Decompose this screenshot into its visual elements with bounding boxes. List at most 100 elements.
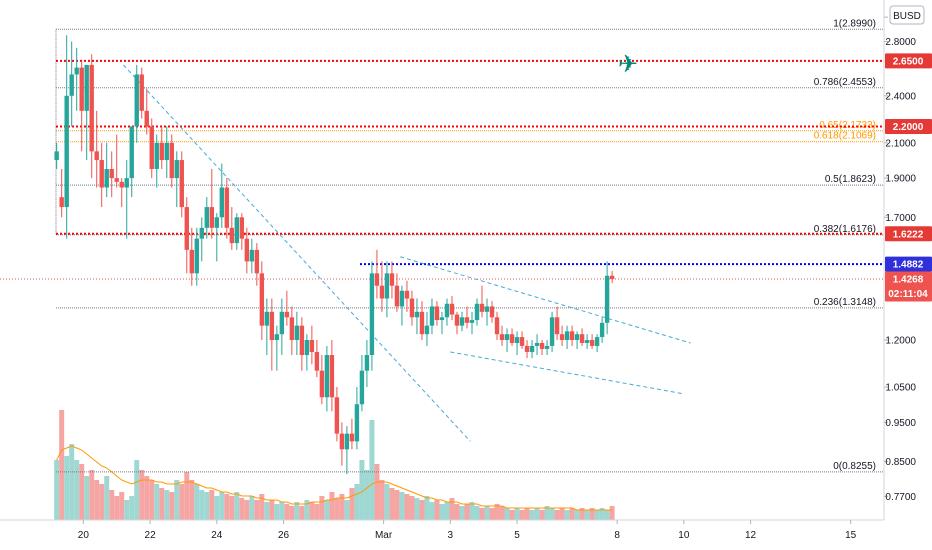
candle-body xyxy=(274,334,280,341)
candle-body xyxy=(319,370,325,398)
volume-bar xyxy=(299,506,305,520)
candle xyxy=(209,168,214,239)
volume-bar xyxy=(294,502,300,520)
volume-bar xyxy=(454,504,460,520)
candle-body xyxy=(484,306,490,312)
volume-bar xyxy=(389,488,395,520)
volume-bar xyxy=(229,496,235,520)
candle xyxy=(214,213,219,262)
x-tick-label: 26 xyxy=(278,530,290,541)
candle-body xyxy=(229,227,235,244)
candle-body xyxy=(264,311,270,326)
candle-body xyxy=(449,303,455,315)
time-axis[interactable]: 20 22 24 26 Mar 3 5 8 10 12 15 xyxy=(78,520,857,541)
trend-lines-layer[interactable] xyxy=(123,64,691,442)
volume-bar xyxy=(184,472,190,520)
candle xyxy=(204,197,209,239)
candle-body xyxy=(124,178,129,188)
candle-body xyxy=(194,238,199,274)
candle xyxy=(359,355,365,412)
trend-line[interactable] xyxy=(400,256,691,344)
candle xyxy=(199,217,204,262)
horizontal-lines-layer[interactable] xyxy=(0,59,884,280)
candle xyxy=(339,422,345,466)
candle xyxy=(379,261,385,312)
volume-bar xyxy=(449,498,455,520)
candle-body xyxy=(269,311,275,341)
price-axis[interactable]: 32.80002.40002.10001.90001.70001.20001.0… xyxy=(884,13,916,503)
candle-body xyxy=(89,64,94,152)
candle xyxy=(259,261,265,341)
volume-bar xyxy=(409,496,415,520)
candle xyxy=(439,311,445,335)
candle-body xyxy=(469,320,475,323)
volume-bar xyxy=(504,508,510,520)
volume-bar xyxy=(234,492,240,520)
candle xyxy=(59,168,64,218)
candle-body xyxy=(134,74,139,127)
candle-body xyxy=(179,160,184,208)
volume-bar xyxy=(369,420,375,520)
candle xyxy=(219,163,225,228)
candle xyxy=(594,334,600,352)
candle xyxy=(409,290,415,326)
candle-body xyxy=(139,74,144,111)
trend-line[interactable] xyxy=(450,351,684,395)
candle xyxy=(569,325,575,346)
volume-bar xyxy=(519,510,525,520)
candle-body xyxy=(539,342,545,349)
volume-bar xyxy=(169,492,175,520)
candle xyxy=(394,273,400,312)
volume-bar xyxy=(284,504,290,520)
candle-body xyxy=(214,217,219,228)
candle-body xyxy=(404,290,410,299)
volume-bar xyxy=(339,494,345,520)
candle xyxy=(274,325,280,371)
volume-bar xyxy=(134,460,140,520)
candle-body xyxy=(344,433,350,450)
candle-body xyxy=(529,345,535,352)
candle xyxy=(74,47,79,111)
volume-bar xyxy=(344,500,350,520)
fib-retracement-layer[interactable]: 1(2.8990) 0.786(2.4553) 0.65(2.1733)0.618(… xyxy=(55,18,884,473)
candle-body xyxy=(369,273,375,356)
volume-bar xyxy=(224,494,230,520)
candle-body xyxy=(159,142,164,161)
volume-bar xyxy=(254,500,260,520)
price-tag-countdown: 02:11:04 xyxy=(888,289,928,300)
candle-body xyxy=(149,126,154,169)
candle-body xyxy=(394,285,400,307)
candle-body xyxy=(304,340,310,356)
candle xyxy=(124,160,129,239)
candle xyxy=(134,64,139,143)
candle-body xyxy=(409,298,415,318)
currency-badge[interactable]: BUSD xyxy=(889,5,925,25)
candle xyxy=(484,298,490,326)
volume-bar xyxy=(434,500,440,520)
volume-bar xyxy=(424,496,430,520)
candle-body xyxy=(519,337,525,346)
candle-body xyxy=(359,370,365,405)
trend-line[interactable] xyxy=(123,64,471,442)
candle xyxy=(389,261,395,299)
candle xyxy=(129,126,134,198)
candle-body xyxy=(604,275,610,323)
volume-bar xyxy=(399,492,405,520)
volume-bar xyxy=(269,500,275,520)
airplane-icon[interactable]: ✈ xyxy=(618,50,638,78)
volume-bar xyxy=(304,500,310,520)
candle-body xyxy=(364,355,370,371)
y-tick-label: 0.7700 xyxy=(885,492,916,503)
volume-bar xyxy=(139,470,145,520)
volume-bar xyxy=(489,508,495,520)
candle xyxy=(179,151,184,218)
candle xyxy=(139,67,144,119)
volume-bar xyxy=(259,494,265,520)
volume-bar xyxy=(279,502,285,520)
candle-body xyxy=(324,355,330,398)
candle-body xyxy=(244,238,250,262)
volume-bar xyxy=(349,488,355,520)
volume-bar xyxy=(599,508,605,520)
x-tick-label: 22 xyxy=(145,530,157,541)
